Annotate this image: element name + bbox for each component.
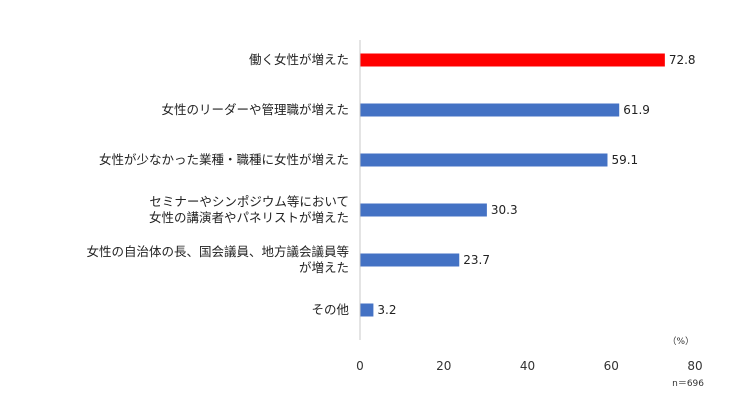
x-tick-1: 20 [436,359,451,373]
category-label-5: その他 [311,302,349,317]
x-tick-labels-group: 0 20 40 60 80 [356,359,702,373]
value-labels-group: 72.8 61.9 59.1 30.3 23.7 3.2 [377,53,695,317]
category-labels-group: 働く女性が増えた女性のリーダーや管理職が増えた女性が少なかった業種・職種に女性が… [86,52,349,317]
category-label-4-line-1: が増えた [299,260,349,275]
x-tick-2: 40 [520,359,535,373]
bar-3 [360,203,487,217]
category-label-2-line-0: 女性が少なかった業種・職種に女性が増えた [99,152,349,167]
category-label-3: セミナーやシンポジウム等において女性の講演者やパネリストが増えた [149,194,349,225]
bar-5 [360,303,374,317]
x-tick-3: 60 [604,359,619,373]
value-label-5: 3.2 [377,303,396,317]
value-label-1: 61.9 [623,103,650,117]
category-label-1-line-0: 女性のリーダーや管理職が増えた [161,102,349,117]
category-label-1: 女性のリーダーや管理職が増えた [161,102,349,117]
bar-0 [360,53,665,67]
value-label-0: 72.8 [669,53,696,67]
bar-1 [360,103,620,117]
sample-size-note: n＝696 [672,379,704,389]
category-label-0: 働く女性が増えた [249,52,349,67]
bar-2 [360,153,608,167]
bar-4 [360,253,460,267]
category-label-3-line-1: 女性の講演者やパネリストが増えた [149,210,349,225]
bars-group [360,53,665,317]
value-label-4: 23.7 [463,253,490,267]
x-tick-0: 0 [356,359,364,373]
category-label-0-line-0: 働く女性が増えた [249,52,349,67]
category-label-4-line-0: 女性の自治体の長、国会議員、地方議会議員等 [86,244,349,259]
category-label-3-line-0: セミナーやシンポジウム等において [149,194,349,209]
category-label-5-line-0: その他 [311,302,349,317]
x-tick-4: 80 [687,359,702,373]
value-label-3: 30.3 [491,203,518,217]
value-label-2: 59.1 [611,153,638,167]
unit-label: （%） [667,336,694,347]
category-label-4: 女性の自治体の長、国会議員、地方議会議員等が増えた [86,244,349,275]
category-label-2: 女性が少なかった業種・職種に女性が増えた [99,152,349,167]
